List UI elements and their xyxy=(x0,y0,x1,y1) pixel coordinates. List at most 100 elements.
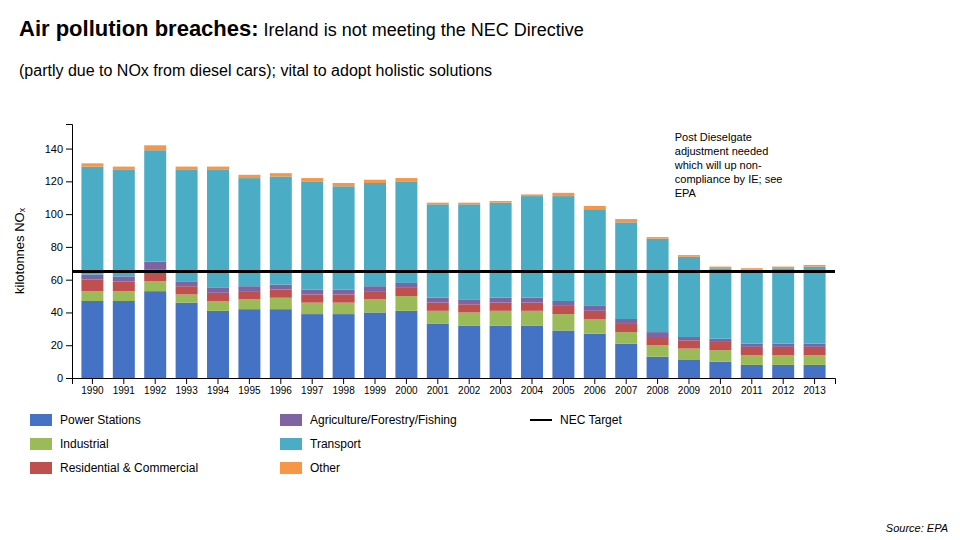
bar xyxy=(772,355,794,365)
source: Source: EPA xyxy=(886,522,948,534)
x-tick: 2009 xyxy=(678,378,701,396)
bar xyxy=(144,281,166,291)
x-tick-label: 2013 xyxy=(803,385,826,396)
x-tick: 2007 xyxy=(615,378,638,396)
bar xyxy=(584,319,606,334)
x-tick-mark xyxy=(751,378,752,384)
bar xyxy=(333,186,355,289)
bar xyxy=(113,301,135,378)
bar xyxy=(113,291,135,301)
x-tick-mark xyxy=(406,378,407,384)
bar xyxy=(647,239,669,332)
bar xyxy=(81,167,103,275)
bar xyxy=(395,296,417,311)
bar xyxy=(458,299,480,304)
title: Air pollution breaches: Ireland is not m… xyxy=(19,16,584,41)
x-tick-label: 2003 xyxy=(489,385,512,396)
x-tick-mark xyxy=(437,378,438,384)
marks xyxy=(72,145,835,378)
bar xyxy=(144,145,166,150)
bar xyxy=(113,170,135,277)
bar xyxy=(207,311,229,378)
annotation-line: compliance by IE; see xyxy=(675,173,783,185)
x-tick: 1991 xyxy=(113,378,136,396)
bar xyxy=(333,294,355,302)
legend-label: Power Stations xyxy=(60,413,141,427)
bar xyxy=(427,303,449,311)
bar xyxy=(81,291,103,301)
bar xyxy=(270,290,292,298)
y-tick-mark xyxy=(66,345,72,346)
legend-item: Agriculture/Forestry/Fishing xyxy=(280,413,457,427)
x-tick-mark xyxy=(469,378,470,384)
x-tick: 1997 xyxy=(301,378,324,396)
bar xyxy=(427,324,449,378)
bar xyxy=(364,299,386,312)
legend-label: Residential & Commercial xyxy=(60,461,198,475)
x-tick-label: 1992 xyxy=(144,385,167,396)
bar xyxy=(552,193,574,196)
legend: Power Stations Industrial Residential & Co… xyxy=(30,413,622,475)
bar xyxy=(584,311,606,319)
bar xyxy=(458,204,480,299)
bar xyxy=(741,270,763,344)
y-tick: 0 xyxy=(57,372,72,384)
bar xyxy=(270,309,292,378)
x-tick: 2002 xyxy=(458,378,481,396)
annotation: Post Dieselgateadjustment neededwhich wi… xyxy=(674,131,783,199)
bar xyxy=(458,326,480,378)
bar xyxy=(207,167,229,170)
x-tick: 2006 xyxy=(584,378,607,396)
x-tick-mark xyxy=(531,378,532,384)
y-tick-mark xyxy=(66,214,72,215)
bar xyxy=(176,303,198,378)
bar xyxy=(176,286,198,294)
bar xyxy=(772,267,794,269)
x-tick: 1992 xyxy=(144,378,167,396)
bar xyxy=(270,173,292,176)
bar xyxy=(741,355,763,365)
bar xyxy=(772,347,794,355)
bar xyxy=(552,330,574,378)
y-tick-label: 140 xyxy=(45,143,63,155)
bar xyxy=(521,303,543,311)
bar-series xyxy=(81,150,825,343)
y-tick: 60 xyxy=(51,274,72,286)
legend-label: Other xyxy=(310,461,340,475)
bar xyxy=(552,196,574,301)
bar xyxy=(238,286,260,291)
legend-swatch xyxy=(280,414,302,426)
x-tick-mark xyxy=(594,378,595,384)
x-tick-label: 2011 xyxy=(741,385,763,396)
x-tick-mark xyxy=(814,378,815,384)
legend-swatch xyxy=(30,462,52,474)
legend-item: NEC Target xyxy=(530,413,622,427)
bar xyxy=(584,206,606,209)
subtitle: (partly due to NOx from diesel cars); vi… xyxy=(19,62,492,79)
bar xyxy=(521,326,543,378)
x-tick: 2004 xyxy=(521,378,544,396)
bar xyxy=(176,167,198,170)
x-tick-label: 2007 xyxy=(615,385,638,396)
x-tick-mark xyxy=(218,378,219,384)
bar xyxy=(804,265,826,267)
bar xyxy=(709,342,731,350)
legend-item: Power Stations xyxy=(30,413,141,427)
x-tick-mark xyxy=(186,378,187,384)
bar xyxy=(490,298,512,303)
bar xyxy=(301,181,323,289)
bar xyxy=(521,298,543,303)
x-tick: 1998 xyxy=(332,378,355,396)
x-tick-label: 2009 xyxy=(678,385,701,396)
x-tick-label: 1999 xyxy=(364,385,387,396)
bar xyxy=(238,309,260,378)
bar xyxy=(144,262,166,270)
x-tick-label: 2012 xyxy=(772,385,795,396)
x-tick-mark xyxy=(155,378,156,384)
bar xyxy=(678,360,700,378)
bar xyxy=(615,219,637,222)
legend-label: Industrial xyxy=(60,437,109,451)
x-tick: 2001 xyxy=(427,378,450,396)
y-tick-label: 0 xyxy=(57,372,63,384)
bar xyxy=(333,303,355,314)
